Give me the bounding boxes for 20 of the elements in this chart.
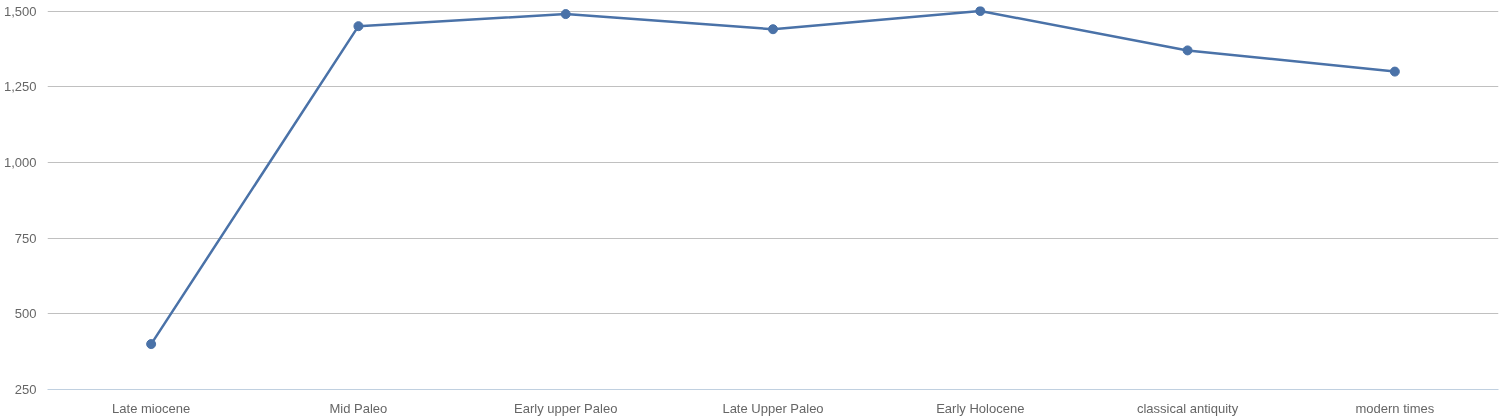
y-tick-label: 1,500 bbox=[3, 3, 37, 19]
y-tick-label: 1,250 bbox=[3, 79, 37, 95]
x-tick-label: Late Upper Paleo bbox=[722, 400, 824, 416]
point bbox=[768, 24, 778, 35]
x-tick-label: Early upper Paleo bbox=[514, 400, 618, 416]
point bbox=[1182, 45, 1193, 56]
x-tick-label: Early Holocene bbox=[936, 400, 1025, 416]
x-tick-label: Late miocene bbox=[112, 400, 191, 416]
point bbox=[1389, 66, 1400, 77]
y-tick-label: 500 bbox=[14, 306, 37, 322]
x-tick-label: Mid Paleo bbox=[329, 400, 388, 416]
y-tick-label: 1,000 bbox=[3, 154, 37, 170]
point bbox=[975, 6, 986, 17]
x-tick-label: classical antiquity bbox=[1136, 400, 1239, 416]
y-tick-label: 750 bbox=[14, 230, 37, 246]
point bbox=[560, 9, 571, 20]
y-tick-label: 250 bbox=[14, 382, 37, 397]
point bbox=[146, 339, 157, 350]
point bbox=[353, 21, 364, 32]
x-tick-label: modern times bbox=[1355, 400, 1435, 416]
